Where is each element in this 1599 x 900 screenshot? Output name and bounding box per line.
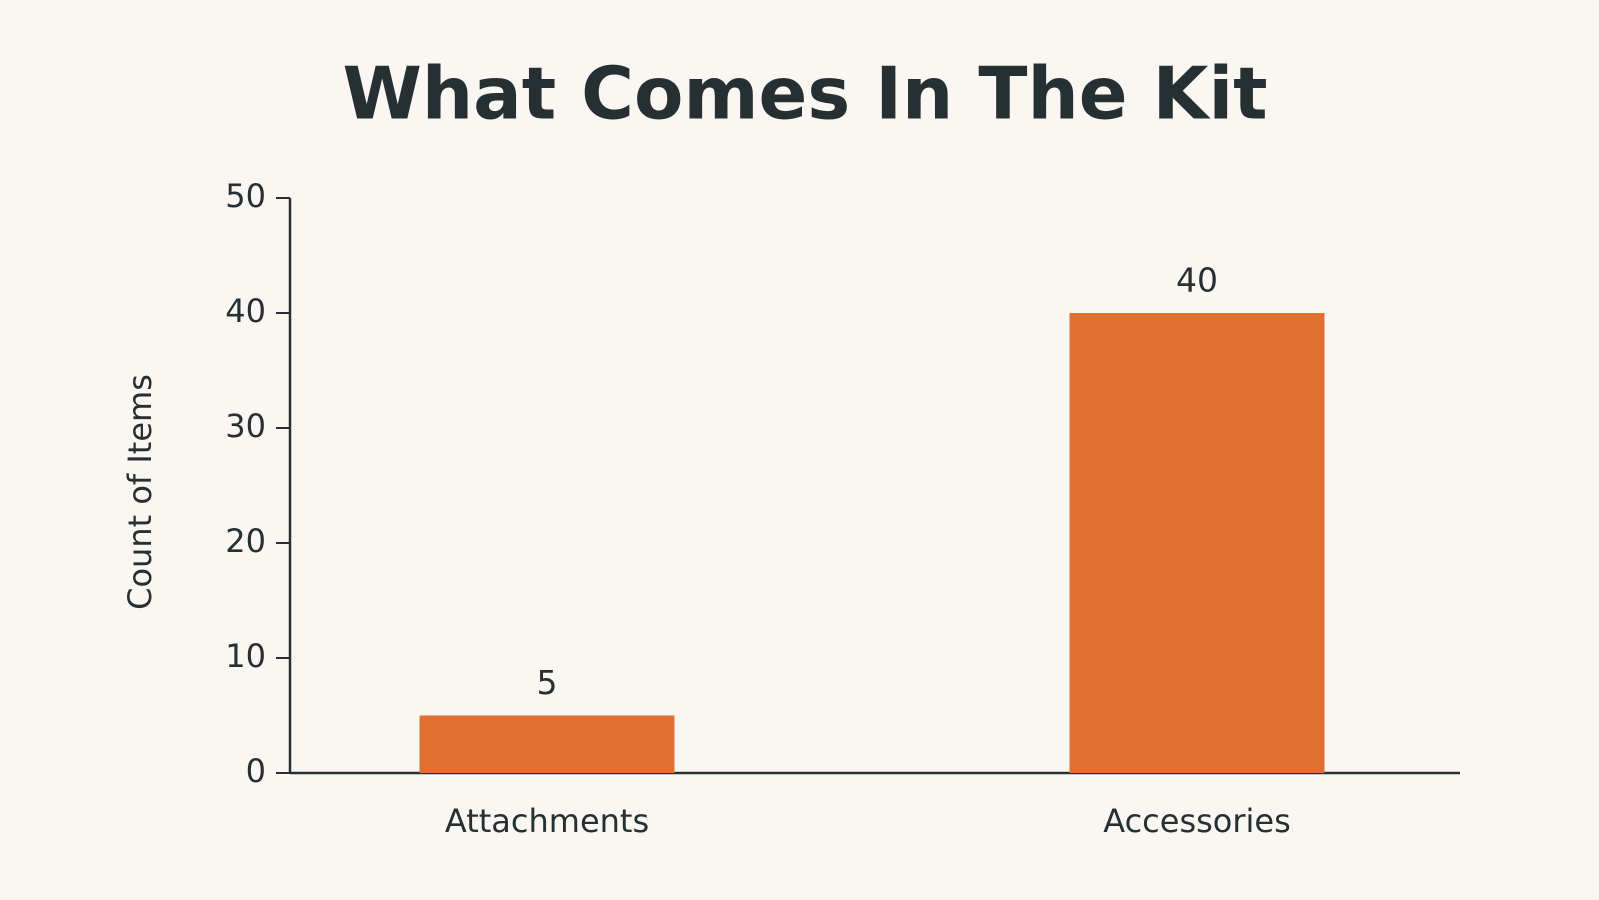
y-tick-label: 20 xyxy=(225,522,266,560)
x-tick-label: Accessories xyxy=(1103,802,1291,840)
value-label: 5 xyxy=(537,663,558,702)
y-tick-label: 30 xyxy=(225,407,266,445)
x-tick-label: Attachments xyxy=(445,802,649,840)
y-tick-label: 40 xyxy=(225,292,266,330)
bar xyxy=(1069,313,1325,773)
y-tick-label: 10 xyxy=(225,637,266,675)
y-tick-label: 0 xyxy=(246,752,266,790)
y-axis-title: Count of Items xyxy=(121,374,159,610)
bar xyxy=(419,715,675,773)
chart-title: What Comes In The Kit xyxy=(342,52,1267,136)
y-tick-label: 50 xyxy=(225,177,266,215)
value-label: 40 xyxy=(1176,261,1218,300)
